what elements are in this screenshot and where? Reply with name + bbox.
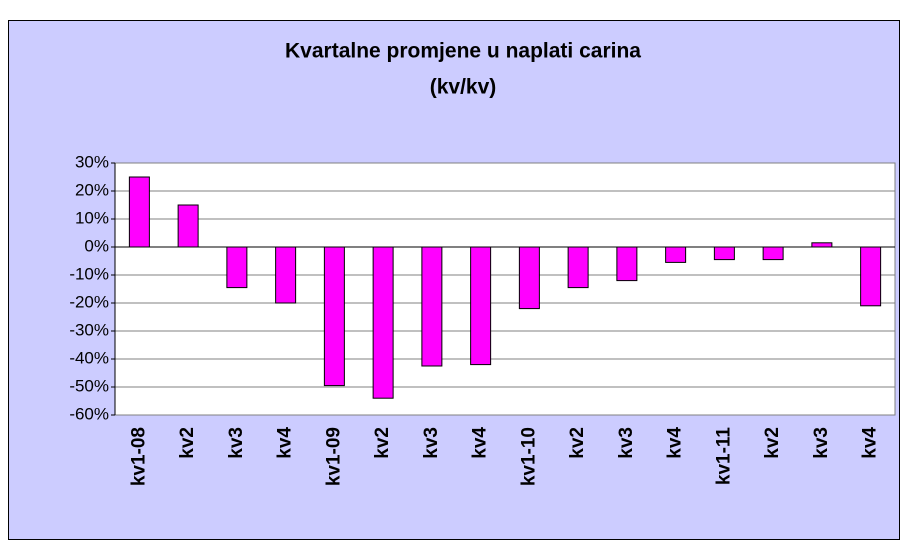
bar [323,246,345,387]
y-tick-label: -20% [69,292,109,311]
x-tick-label: kv1-11 [713,427,734,486]
bar [762,246,784,261]
bar [128,176,150,248]
chart-title: Kvartalne promjene u naplati carina [285,40,641,63]
bar [470,246,492,366]
bar [275,246,297,304]
x-tick-label: kv1-09 [323,427,344,486]
y-tick-label: -10% [69,264,109,283]
x-tick-label: kv1-10 [518,427,539,486]
x-tick-label: kv4 [860,427,881,459]
chart-subtitle: (kv/kv) [430,76,497,99]
x-tick-label: kv4 [665,427,686,459]
x-tick-label: kv3 [811,427,832,459]
y-tick-label: 30% [75,152,109,171]
y-tick-label: -40% [69,348,109,367]
y-tick-label: -60% [69,404,109,423]
x-tick-label: kv4 [470,427,491,459]
y-tick-label: -50% [69,376,109,395]
x-tick-label: kv2 [567,427,588,459]
bar [372,246,394,399]
bar [860,246,882,307]
x-tick-label: kv2 [177,427,198,459]
x-tick-label: kv1-08 [128,427,149,486]
y-tick-label: -30% [69,320,109,339]
bar [616,246,638,282]
bar [811,242,833,248]
bar [421,246,443,367]
bar [226,246,248,289]
x-tick-label: kv3 [616,427,637,459]
x-tick-label: kv2 [372,427,393,459]
x-tick-label: kv3 [226,427,247,459]
bar [665,246,687,263]
bar [518,246,540,310]
y-tick-label: 10% [75,208,109,227]
bar [177,204,199,248]
x-tick-label: kv2 [762,427,783,459]
bar [567,246,589,289]
plot-area [114,162,896,416]
x-tick-label: kv3 [421,427,442,459]
y-tick-label: 0% [84,236,109,255]
bar [713,246,735,261]
y-tick-label: 20% [75,180,109,199]
x-tick-label: kv4 [275,427,296,459]
